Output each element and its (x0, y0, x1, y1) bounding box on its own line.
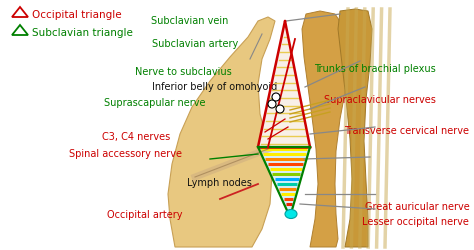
Text: Inferior belly of omohyoid: Inferior belly of omohyoid (152, 81, 277, 91)
Text: Spinal accessory nerve: Spinal accessory nerve (70, 149, 182, 159)
Text: Suprascapular nerve: Suprascapular nerve (104, 98, 206, 108)
Text: Occipital triangle: Occipital triangle (32, 10, 122, 20)
Text: Subclavian vein: Subclavian vein (151, 16, 228, 26)
Text: Lymph nodes: Lymph nodes (187, 178, 252, 188)
Circle shape (268, 100, 276, 108)
Polygon shape (168, 18, 275, 247)
Circle shape (276, 106, 284, 114)
Text: Transverse cervical nerve: Transverse cervical nerve (344, 125, 469, 135)
Polygon shape (258, 148, 310, 217)
Text: Great auricular nerve: Great auricular nerve (365, 201, 469, 211)
Text: Subclavian triangle: Subclavian triangle (32, 28, 133, 38)
Text: Nerve to subclavius: Nerve to subclavius (135, 66, 232, 76)
Text: Subclavian artery: Subclavian artery (152, 39, 238, 49)
Circle shape (272, 94, 280, 102)
Text: Occipital artery: Occipital artery (107, 209, 182, 219)
Text: Supraclavicular nerves: Supraclavicular nerves (324, 95, 436, 105)
Polygon shape (258, 22, 310, 148)
Text: C3, C4 nerves: C3, C4 nerves (102, 131, 171, 141)
Text: Lesser occipital nerve: Lesser occipital nerve (363, 216, 469, 226)
Text: Trunks of brachial plexus: Trunks of brachial plexus (314, 64, 436, 74)
Polygon shape (338, 10, 372, 247)
Ellipse shape (285, 210, 297, 219)
Polygon shape (302, 12, 348, 247)
